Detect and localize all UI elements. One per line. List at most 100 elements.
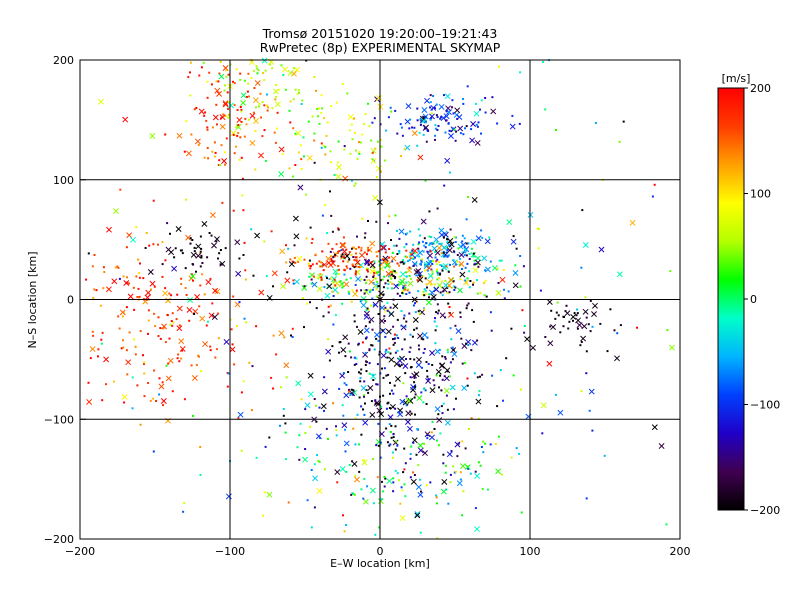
data-point-dot [419, 234, 421, 237]
data-point-dot [389, 106, 392, 109]
data-point-dot [323, 376, 326, 379]
data-point-dot [346, 92, 349, 95]
data-point-dot [408, 312, 411, 315]
data-point-dot [123, 401, 126, 404]
data-point-dot [417, 290, 420, 293]
data-point-dot [472, 255, 475, 258]
data-point-dot [537, 247, 540, 250]
data-point-dot [520, 511, 523, 514]
data-point-dot [415, 453, 418, 456]
data-point-x [287, 69, 294, 76]
data-point-dot [371, 288, 374, 291]
data-point-x [540, 402, 547, 409]
data-point-dot [382, 394, 385, 397]
data-point-dot [393, 277, 396, 280]
data-point-dot [366, 253, 368, 256]
data-point-dot [345, 278, 348, 281]
data-point-dot [385, 427, 388, 430]
data-point-dot [584, 296, 587, 299]
data-point-dot [420, 261, 423, 264]
data-point-dot [128, 331, 131, 334]
data-point-dot [368, 321, 371, 324]
data-point-dot [342, 514, 344, 517]
data-point-dot [147, 309, 150, 312]
data-point-dot [377, 422, 380, 425]
data-point-dot [434, 256, 437, 259]
data-point-dot [356, 157, 359, 160]
data-point-x [416, 356, 422, 363]
data-point-x [175, 226, 182, 232]
data-point-dot [359, 372, 362, 375]
data-point-dot [464, 266, 467, 269]
data-point-dot [97, 348, 100, 351]
data-point-dot [360, 278, 363, 281]
data-point-dot [439, 117, 442, 120]
data-point-dot [389, 431, 392, 433]
data-point-dot [170, 294, 173, 297]
data-point-dot [437, 309, 440, 312]
data-point-dot [394, 469, 397, 472]
data-point-dot [403, 147, 406, 150]
data-point-dot [409, 376, 412, 379]
data-point-dot [419, 123, 422, 126]
data-point-x [445, 105, 452, 112]
data-point-dot [143, 361, 146, 364]
data-point-dot [312, 275, 315, 278]
data-point-dot [145, 232, 148, 234]
data-point-x [580, 335, 587, 342]
data-point-dot [426, 286, 428, 289]
data-point-dot [361, 217, 364, 220]
data-point-dot [453, 285, 456, 288]
data-point-dot [327, 438, 329, 440]
data-point-dot [327, 311, 330, 314]
data-point-x [417, 447, 424, 454]
data-point-dot [408, 127, 411, 130]
data-point-dot [284, 88, 287, 91]
data-point-x [209, 212, 216, 219]
data-point-dot [399, 261, 402, 264]
data-point-dot [437, 413, 440, 416]
data-point-x [413, 371, 420, 378]
data-point-dot [426, 336, 429, 339]
data-point-x [510, 238, 517, 245]
data-point-dot [338, 268, 340, 271]
data-point-x [490, 108, 497, 115]
data-point-dot [454, 470, 457, 473]
data-point-dot [392, 392, 395, 395]
data-point-dot [214, 356, 217, 359]
y-tick-label: 0 [67, 294, 74, 307]
data-point-dot [440, 280, 443, 283]
data-point-dot [432, 242, 435, 245]
data-point-dot [408, 291, 411, 294]
data-point-dot [429, 242, 432, 245]
data-point-x [332, 287, 339, 294]
data-point-dot [269, 63, 272, 66]
data-point-dot [357, 246, 360, 249]
data-point-dot [342, 260, 345, 263]
data-point-dot [449, 171, 451, 174]
data-point-dot [345, 524, 348, 526]
data-point-dot [311, 238, 314, 241]
data-point-dot [549, 325, 552, 328]
data-point-dot [455, 397, 457, 400]
data-point-dot [346, 254, 349, 256]
data-point-dot [120, 347, 123, 350]
data-point-dot [430, 112, 433, 115]
data-point-dot [394, 276, 397, 278]
data-point-x [168, 249, 175, 256]
data-point-x [454, 441, 461, 448]
data-point-dot [354, 256, 357, 259]
data-point-x [363, 310, 370, 317]
data-point-x [341, 422, 348, 429]
data-point-dot [374, 399, 377, 402]
data-point-dot [341, 83, 344, 86]
data-point-dot [434, 251, 436, 254]
data-point-dot [261, 135, 264, 138]
data-point-dot [388, 256, 391, 259]
data-point-dot [383, 367, 386, 370]
data-point-dot [350, 247, 353, 250]
data-point-dot [183, 150, 186, 153]
data-point-dot [344, 428, 346, 431]
data-point-dot [206, 80, 209, 83]
data-point-dot [436, 303, 439, 306]
